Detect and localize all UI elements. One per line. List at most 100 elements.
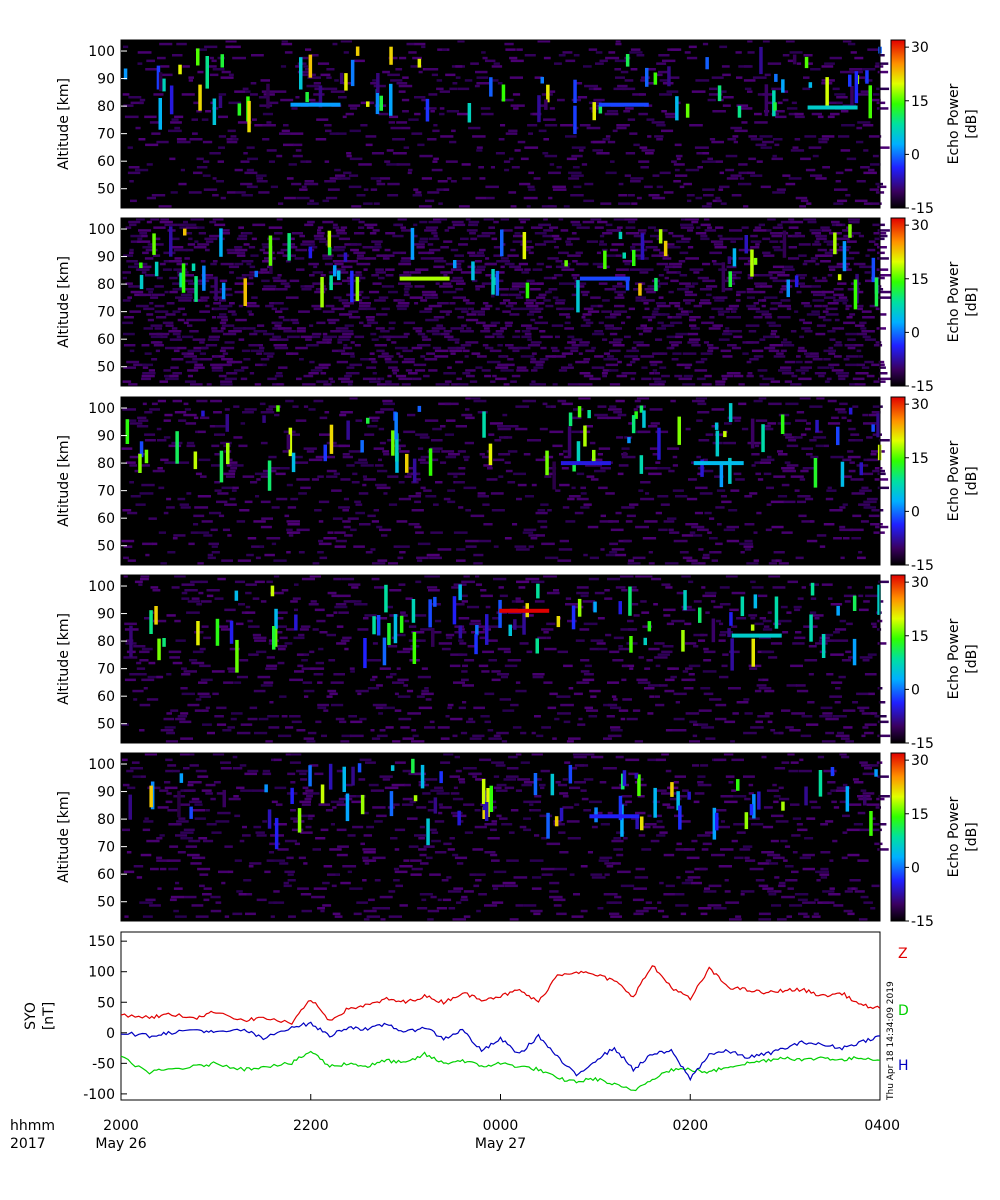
noise-cell — [713, 605, 723, 609]
noise-cell — [391, 341, 397, 344]
noise-cell — [593, 811, 603, 815]
noise-cell — [440, 271, 454, 274]
noise-cell — [768, 271, 778, 274]
noise-cell — [577, 96, 588, 99]
noise-cell — [674, 304, 681, 308]
noise-cell — [663, 268, 669, 271]
noise-cell — [720, 820, 725, 823]
noise-cell — [276, 497, 288, 501]
noise-cell — [181, 673, 191, 676]
noise-cell — [191, 809, 205, 812]
noise-cell — [701, 383, 712, 386]
noise-cell — [330, 800, 344, 804]
noise-cell — [172, 288, 186, 291]
y-tick-label: 90 — [97, 72, 115, 88]
noise-cell — [652, 310, 659, 313]
y-tick-label: 90 — [97, 607, 115, 623]
noise-cell — [283, 330, 296, 333]
noise-cell — [506, 859, 519, 862]
noise-cell — [553, 589, 559, 592]
noise-cell — [186, 444, 196, 448]
noise-cell — [676, 591, 686, 595]
noise-cell — [388, 562, 398, 565]
noise-cell — [327, 591, 337, 595]
noise-cell — [671, 619, 685, 623]
noise-cell — [812, 299, 825, 302]
noise-cell — [217, 811, 231, 815]
noise-cell — [439, 107, 445, 110]
noise-cell — [579, 124, 591, 127]
noise-cell — [669, 341, 682, 344]
noise-cell — [839, 525, 846, 529]
echo-cell — [431, 628, 435, 647]
echo-cell — [804, 56, 809, 69]
noise-cell — [683, 363, 693, 367]
noise-cell — [450, 268, 455, 271]
noise-cell — [481, 282, 492, 285]
noise-cell — [509, 313, 520, 316]
noise-cell — [430, 789, 444, 792]
noise-cell — [528, 132, 533, 135]
echo-cell — [286, 434, 291, 450]
noise-cell — [350, 355, 355, 358]
noise-cell — [515, 597, 521, 600]
noise-cell — [716, 825, 730, 829]
echo-cell — [219, 450, 224, 483]
noise-cell — [589, 800, 602, 804]
noise-cell — [879, 146, 890, 149]
noise-cell — [726, 177, 739, 180]
noise-cell — [412, 377, 422, 381]
noise-cell — [398, 481, 405, 484]
echo-cell — [395, 452, 399, 473]
noise-cell — [404, 290, 409, 294]
noise-cell — [504, 461, 511, 464]
noise-cell — [650, 234, 662, 238]
noise-cell — [143, 307, 155, 311]
noise-cell — [376, 313, 388, 316]
echo-cell — [139, 274, 144, 290]
noise-cell — [533, 177, 541, 180]
noise-cell — [397, 650, 411, 654]
noise-cell — [640, 355, 655, 358]
noise-cell — [140, 673, 147, 676]
noise-cell — [484, 851, 496, 854]
noise-cell — [530, 282, 544, 285]
noise-cell — [332, 517, 343, 520]
noise-cell — [600, 548, 605, 551]
noise-cell — [336, 769, 344, 773]
noise-cell — [558, 54, 566, 57]
noise-cell — [277, 631, 283, 634]
noise-cell — [334, 605, 348, 609]
noise-cell — [401, 98, 410, 102]
noise-cell — [798, 254, 807, 257]
noise-cell — [700, 223, 711, 227]
noise-cell — [249, 332, 258, 336]
noise-cell — [679, 251, 689, 255]
noise-cell — [759, 383, 770, 386]
noise-cell — [844, 268, 852, 271]
noise-cell — [408, 372, 418, 375]
noise-cell — [417, 143, 425, 147]
noise-cell — [552, 296, 559, 299]
noise-cell — [686, 56, 698, 60]
noise-cell — [848, 656, 853, 659]
noise-cell — [301, 577, 315, 581]
noise-cell — [226, 191, 236, 194]
noise-cell — [254, 639, 267, 642]
noise-cell — [304, 223, 314, 227]
noise-cell — [298, 856, 306, 860]
noise-cell — [781, 372, 795, 375]
noise-cell — [711, 140, 724, 144]
noise-cell — [721, 664, 728, 668]
noise-cell — [632, 358, 640, 361]
noise-cell — [186, 611, 200, 614]
noise-cell — [419, 154, 433, 158]
noise-cell — [623, 110, 631, 113]
noise-cell — [868, 514, 881, 518]
noise-cell — [621, 678, 627, 682]
noise-cell — [803, 625, 810, 628]
noise-cell — [197, 430, 206, 434]
noise-cell — [182, 313, 187, 316]
noise-cell — [394, 346, 408, 350]
echo-cell — [737, 105, 742, 118]
